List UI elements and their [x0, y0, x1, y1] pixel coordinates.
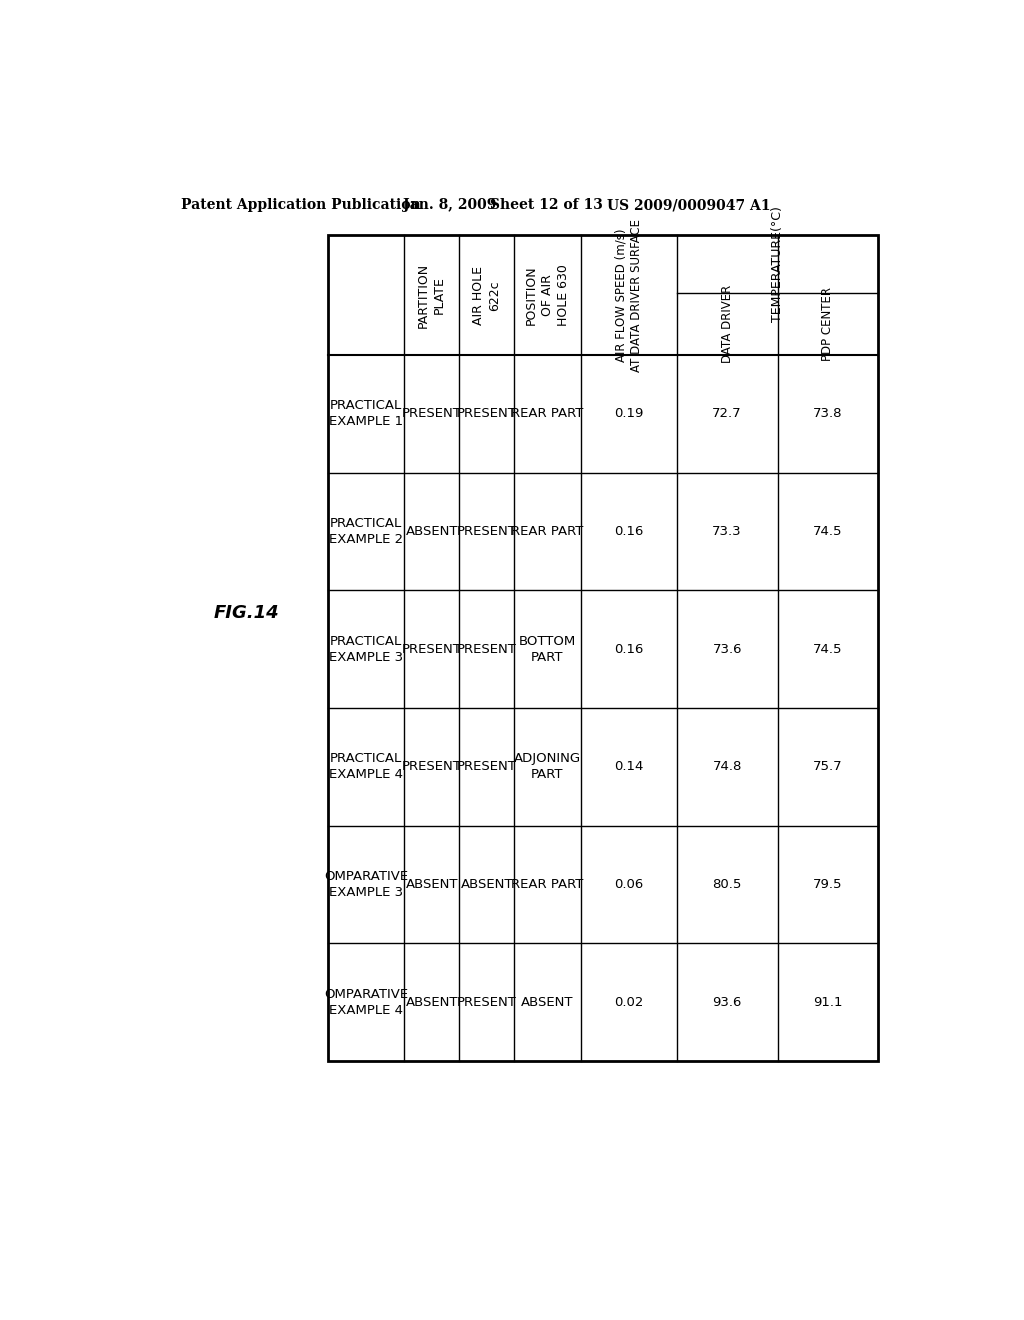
Text: ABSENT: ABSENT — [406, 995, 458, 1008]
Text: AIR HOLE
622c: AIR HOLE 622c — [472, 265, 502, 325]
Text: OMPARATIVE
EXAMPLE 3: OMPARATIVE EXAMPLE 3 — [324, 870, 408, 899]
Text: 79.5: 79.5 — [813, 878, 843, 891]
Text: ABSENT: ABSENT — [406, 525, 458, 539]
Text: 75.7: 75.7 — [813, 760, 843, 774]
Text: 72.7: 72.7 — [713, 408, 742, 420]
Text: PARTITION
PLATE: PARTITION PLATE — [417, 263, 446, 327]
Text: 93.6: 93.6 — [713, 995, 741, 1008]
Text: BOTTOM
PART: BOTTOM PART — [519, 635, 577, 664]
Text: 0.16: 0.16 — [614, 643, 643, 656]
Text: REAR PART: REAR PART — [511, 525, 584, 539]
Text: PRACTICAL
EXAMPLE 2: PRACTICAL EXAMPLE 2 — [329, 517, 403, 546]
Bar — [328, 235, 879, 1061]
Text: PRESENT: PRESENT — [401, 408, 462, 420]
Text: 74.5: 74.5 — [813, 525, 843, 539]
Text: TEMPERATURE(°C): TEMPERATURE(°C) — [771, 206, 784, 322]
Text: 0.02: 0.02 — [614, 995, 643, 1008]
Text: AIR FLOW SPEED (m/s)
AT DATA DRIVER SURFACE: AIR FLOW SPEED (m/s) AT DATA DRIVER SURF… — [614, 219, 643, 372]
Text: PRESENT: PRESENT — [457, 643, 517, 656]
Text: 73.8: 73.8 — [813, 408, 843, 420]
Text: 73.3: 73.3 — [713, 525, 742, 539]
Text: PRESENT: PRESENT — [457, 995, 517, 1008]
Text: US 2009/0009047 A1: US 2009/0009047 A1 — [607, 198, 770, 213]
Text: PRACTICAL
EXAMPLE 3: PRACTICAL EXAMPLE 3 — [329, 635, 403, 664]
Text: 91.1: 91.1 — [813, 995, 843, 1008]
Text: POSITION
OF AIR
HOLE 630: POSITION OF AIR HOLE 630 — [525, 264, 570, 326]
Text: Jan. 8, 2009: Jan. 8, 2009 — [403, 198, 497, 213]
Text: ABSENT: ABSENT — [461, 878, 513, 891]
Text: PRESENT: PRESENT — [401, 760, 462, 774]
Text: REAR PART: REAR PART — [511, 408, 584, 420]
Text: 0.06: 0.06 — [614, 878, 643, 891]
Text: REAR PART: REAR PART — [511, 878, 584, 891]
Text: Patent Application Publication: Patent Application Publication — [180, 198, 420, 213]
Text: PRESENT: PRESENT — [457, 408, 517, 420]
Text: ABSENT: ABSENT — [521, 995, 573, 1008]
Text: 0.16: 0.16 — [614, 525, 643, 539]
Text: PRESENT: PRESENT — [457, 760, 517, 774]
Text: 0.14: 0.14 — [614, 760, 643, 774]
Text: PRESENT: PRESENT — [457, 525, 517, 539]
Text: PRACTICAL
EXAMPLE 1: PRACTICAL EXAMPLE 1 — [329, 400, 403, 429]
Text: OMPARATIVE
EXAMPLE 4: OMPARATIVE EXAMPLE 4 — [324, 987, 408, 1016]
Text: PDP CENTER: PDP CENTER — [821, 286, 835, 360]
Text: DATA DRIVER: DATA DRIVER — [721, 285, 733, 363]
Text: ADJONING
PART: ADJONING PART — [514, 752, 581, 781]
Text: FIG.14: FIG.14 — [213, 603, 279, 622]
Text: 0.19: 0.19 — [614, 408, 643, 420]
Text: 80.5: 80.5 — [713, 878, 741, 891]
Text: 73.6: 73.6 — [713, 643, 742, 656]
Text: Sheet 12 of 13: Sheet 12 of 13 — [489, 198, 603, 213]
Text: PRESENT: PRESENT — [401, 643, 462, 656]
Text: PRACTICAL
EXAMPLE 4: PRACTICAL EXAMPLE 4 — [329, 752, 402, 781]
Text: 74.5: 74.5 — [813, 643, 843, 656]
Text: ABSENT: ABSENT — [406, 878, 458, 891]
Text: 74.8: 74.8 — [713, 760, 741, 774]
